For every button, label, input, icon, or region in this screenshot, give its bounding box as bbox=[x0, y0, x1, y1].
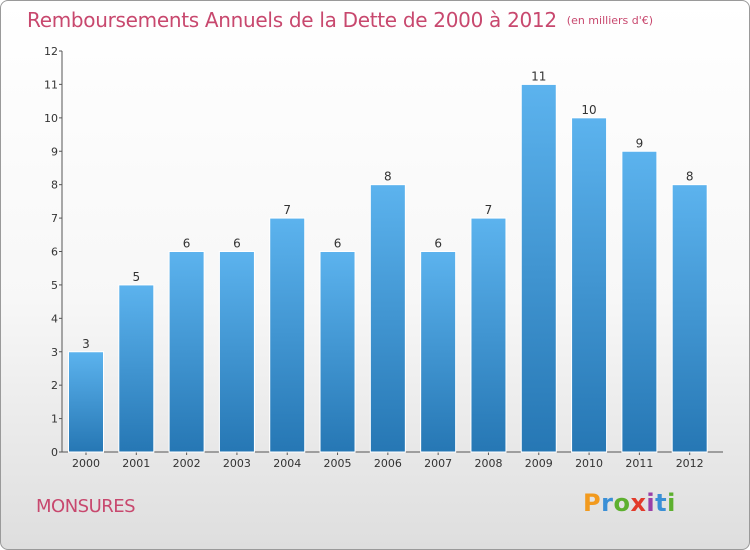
chart-title: Remboursements Annuels de la Dette de 20… bbox=[27, 8, 653, 32]
bar-2010 bbox=[571, 117, 608, 453]
y-tick-label: 0 bbox=[51, 446, 58, 459]
bar-2009 bbox=[520, 83, 557, 453]
data-label-2000: 3 bbox=[82, 337, 90, 351]
x-tick-label-2012: 2012 bbox=[676, 457, 704, 470]
y-tick-label: 9 bbox=[51, 145, 58, 158]
data-label-2003: 6 bbox=[233, 237, 241, 251]
data-label-2004: 7 bbox=[283, 203, 291, 217]
data-label-2006: 8 bbox=[384, 170, 392, 184]
data-label-2002: 6 bbox=[183, 237, 191, 251]
data-label-2012: 8 bbox=[686, 170, 694, 184]
logo-letter: o bbox=[613, 489, 631, 517]
bar-2012 bbox=[671, 184, 708, 453]
logo-letter: t bbox=[655, 489, 668, 517]
bar-2006 bbox=[369, 184, 406, 453]
x-tick-label-2007: 2007 bbox=[424, 457, 452, 470]
y-tick-label: 5 bbox=[51, 279, 58, 292]
bar-2002 bbox=[168, 251, 205, 453]
x-tick-label-2003: 2003 bbox=[223, 457, 251, 470]
labels: 3 5 6 6 7 6 8 6 7 11 10 9 8 bbox=[82, 69, 693, 350]
x-tick-label-2001: 2001 bbox=[122, 457, 150, 470]
bar-2011 bbox=[621, 150, 658, 453]
x-tick-label-2008: 2008 bbox=[474, 457, 502, 470]
data-label-2001: 5 bbox=[132, 270, 140, 284]
y-tick-label: 3 bbox=[51, 346, 58, 359]
x-tick-label-2002: 2002 bbox=[173, 457, 201, 470]
commune-name: MONSURES bbox=[36, 496, 136, 517]
x-tick-label-2010: 2010 bbox=[575, 457, 603, 470]
logo-letter: i bbox=[667, 489, 676, 517]
data-label-2011: 9 bbox=[636, 136, 644, 150]
data-label-2010: 10 bbox=[581, 103, 596, 117]
logo-letter: P bbox=[583, 489, 602, 517]
x-tick-label-2005: 2005 bbox=[324, 457, 352, 470]
y-tick-label: 8 bbox=[51, 179, 58, 192]
x-tick-label-2009: 2009 bbox=[525, 457, 553, 470]
y-tick-label: 4 bbox=[51, 312, 58, 325]
y-tick-label: 12 bbox=[44, 45, 58, 58]
y-tick-label: 1 bbox=[51, 413, 58, 426]
bar-2000 bbox=[68, 351, 104, 453]
data-label-2007: 6 bbox=[434, 237, 442, 251]
bar-2001 bbox=[118, 284, 155, 453]
y-tick-label: 6 bbox=[51, 246, 58, 259]
logo-letter: r bbox=[601, 489, 614, 517]
y-tick-label: 7 bbox=[51, 212, 58, 225]
x-tick-label-2000: 2000 bbox=[72, 457, 100, 470]
data-label-2005: 6 bbox=[334, 237, 342, 251]
logo-letter: i bbox=[646, 489, 656, 517]
x-tick-label-2004: 2004 bbox=[273, 457, 301, 470]
chart-unit: (en milliers d'€) bbox=[566, 14, 654, 27]
bars bbox=[68, 83, 708, 453]
chart-title-text: Remboursements Annuels de la Dette de 20… bbox=[27, 8, 557, 32]
bar-2007 bbox=[420, 251, 457, 453]
proxiti-logo: Proxiti bbox=[583, 489, 676, 517]
bar-2004 bbox=[269, 217, 306, 453]
bar-2003 bbox=[218, 251, 255, 453]
bar-2008 bbox=[470, 217, 507, 453]
x-tick-label-2011: 2011 bbox=[625, 457, 653, 470]
bar-2005 bbox=[319, 251, 356, 453]
logo-letter: x bbox=[630, 489, 647, 517]
y-tick-label: 2 bbox=[51, 379, 58, 392]
y-tick-label: 10 bbox=[44, 112, 58, 125]
data-label-2009: 11 bbox=[531, 69, 546, 83]
y-tick-label: 11 bbox=[44, 78, 58, 91]
data-label-2008: 7 bbox=[485, 203, 493, 217]
x-tick-label-2006: 2006 bbox=[374, 457, 402, 470]
